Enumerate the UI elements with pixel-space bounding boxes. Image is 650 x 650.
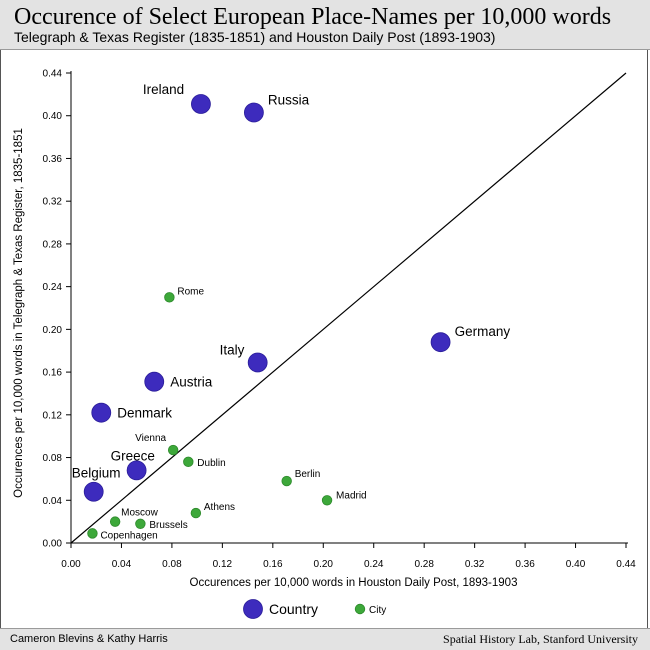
point-label-denmark: Denmark <box>117 406 172 421</box>
point-label-russia: Russia <box>268 93 310 108</box>
point-moscow <box>109 516 121 527</box>
point-label-brussels: Brussels <box>149 520 187 531</box>
point-austria <box>144 371 165 392</box>
point-label-greece: Greece <box>111 448 155 463</box>
y-axis-title: Occurences per 10,000 words in Telegraph… <box>13 128 25 498</box>
credit-authors: Cameron Blevins & Kathy Harris <box>10 633 168 645</box>
point-label-austria: Austria <box>170 375 213 390</box>
point-brussels <box>135 518 146 529</box>
x-tick-label: 0.08 <box>162 559 182 570</box>
credit-institution: Spatial History Lab, Stanford University <box>443 632 638 646</box>
y-tick-label: 0.00 <box>43 539 63 550</box>
footer-bar: Cameron Blevins & Kathy Harris Spatial H… <box>0 628 650 650</box>
x-tick-label: 0.00 <box>61 559 81 570</box>
x-axis-title: Occurences per 10,000 words in Houston D… <box>190 577 518 589</box>
point-label-germany: Germany <box>455 324 511 339</box>
x-tick-label: 0.04 <box>112 559 132 570</box>
y-tick-label: 0.40 <box>43 111 63 122</box>
header-bar: Occurence of Select European Place-Names… <box>0 0 650 50</box>
x-tick-label: 0.12 <box>213 559 233 570</box>
y-tick-label: 0.20 <box>43 325 63 336</box>
x-tick-label: 0.44 <box>616 559 636 570</box>
point-greece <box>126 460 147 481</box>
x-tick-label: 0.32 <box>465 559 485 570</box>
y-tick-label: 0.04 <box>43 496 63 507</box>
point-berlin <box>281 475 292 487</box>
point-russia <box>243 102 264 123</box>
point-label-rome: Rome <box>177 286 204 297</box>
legend-label-country: Country <box>269 601 318 617</box>
point-label-moscow: Moscow <box>121 508 158 519</box>
legend-label-city: City <box>369 605 386 616</box>
y-tick-label: 0.36 <box>43 154 63 165</box>
x-tick-label: 0.20 <box>314 559 334 570</box>
point-ireland <box>191 94 211 114</box>
point-madrid <box>321 495 333 506</box>
point-label-vienna: Vienna <box>135 433 166 444</box>
point-label-ireland: Ireland <box>143 82 184 97</box>
chart-subtitle: Telegraph & Texas Register (1835-1851) a… <box>14 29 496 45</box>
y-tick-label: 0.16 <box>43 368 63 379</box>
point-label-athens: Athens <box>204 502 235 513</box>
legend-marker-country <box>243 599 263 619</box>
point-denmark <box>91 402 112 423</box>
point-germany <box>430 332 451 353</box>
point-label-belgium: Belgium <box>72 466 121 481</box>
y-tick-label: 0.08 <box>43 453 63 464</box>
point-copenhagen <box>87 528 98 539</box>
x-tick-label: 0.28 <box>414 559 434 570</box>
point-belgium <box>83 481 104 502</box>
point-dublin <box>183 456 194 468</box>
point-rome <box>164 292 175 303</box>
point-athens <box>190 507 202 519</box>
y-tick-label: 0.24 <box>43 282 63 293</box>
reference-diagonal-line <box>70 72 627 544</box>
legend-marker-city <box>354 603 366 615</box>
y-tick-label: 0.32 <box>43 197 63 208</box>
x-tick-label: 0.16 <box>263 559 283 570</box>
scatter-plot: 0.00 0.04 0.08 0.12 0.16 0.20 0.24 0.28 0.32 0.36… <box>13 69 636 619</box>
y-tick-label: 0.28 <box>43 239 63 250</box>
point-label-berlin: Berlin <box>295 469 321 480</box>
y-tick-label: 0.44 <box>43 69 63 80</box>
point-label-italy: Italy <box>220 342 245 357</box>
chart-title: Occurence of Select European Place-Names… <box>14 4 612 30</box>
x-tick-label: 0.40 <box>566 559 586 570</box>
y-tick-label: 0.12 <box>43 410 63 421</box>
point-italy <box>247 352 268 373</box>
x-tick-label: 0.36 <box>515 559 535 570</box>
x-tick-label: 0.24 <box>364 559 384 570</box>
point-label-copenhagen: Copenhagen <box>100 530 157 541</box>
point-label-madrid: Madrid <box>336 490 367 501</box>
point-label-dublin: Dublin <box>197 458 225 469</box>
point-vienna <box>167 444 179 456</box>
